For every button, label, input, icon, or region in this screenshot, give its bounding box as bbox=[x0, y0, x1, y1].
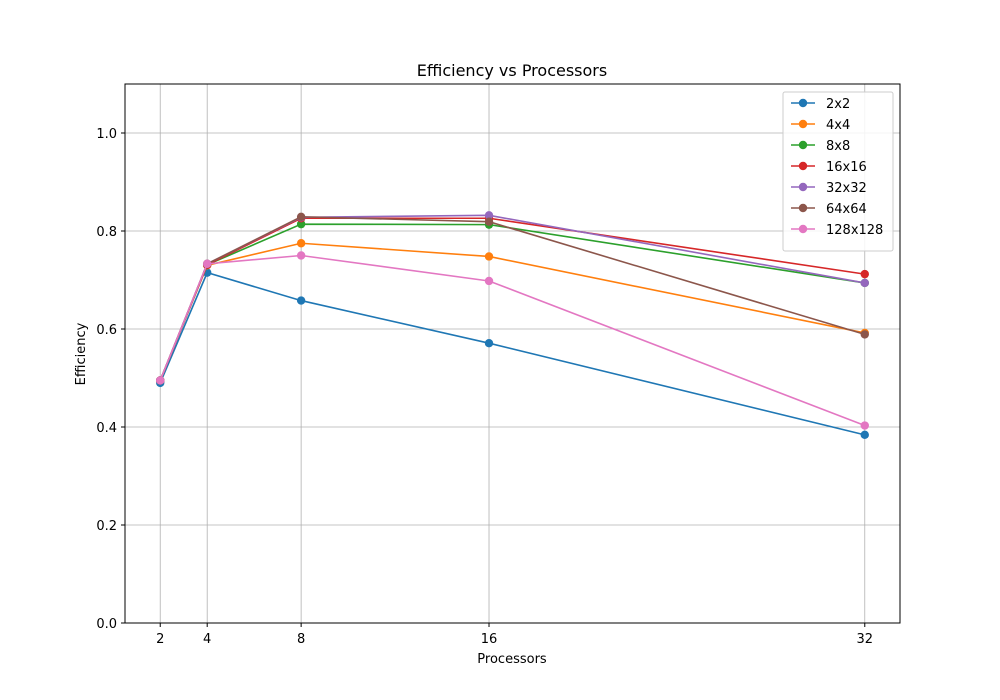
series-128x128 bbox=[156, 251, 869, 430]
series-line bbox=[159, 254, 866, 427]
data-point bbox=[296, 251, 306, 260]
data-point bbox=[484, 217, 494, 226]
data-point bbox=[484, 339, 494, 348]
x-tick-label: 4 bbox=[203, 632, 211, 647]
series-2x2 bbox=[156, 268, 869, 440]
data-point bbox=[296, 212, 306, 221]
y-tick-label: 0.4 bbox=[96, 421, 117, 436]
legend-marker bbox=[798, 98, 808, 108]
y-tick-label: 0.8 bbox=[96, 225, 117, 240]
series-line bbox=[159, 271, 865, 436]
data-point bbox=[202, 259, 212, 269]
legend-marker bbox=[798, 119, 808, 129]
data-point bbox=[296, 219, 306, 229]
legend-label: 4x4 bbox=[826, 118, 850, 133]
plot-frame bbox=[124, 83, 901, 624]
legend-item: 128x128 bbox=[791, 223, 883, 238]
legend-marker bbox=[798, 182, 808, 192]
legend-marker bbox=[798, 140, 808, 150]
legend-box bbox=[782, 91, 894, 252]
legend-label: 64x64 bbox=[826, 202, 867, 217]
axis-ticks: 2 4 8 16 32 0.0 0.2 0.4 0.6 0.8 1.0 bbox=[96, 127, 873, 647]
data-point bbox=[484, 276, 494, 286]
x-tick-label: 8 bbox=[297, 632, 305, 647]
data-point bbox=[484, 211, 494, 220]
x-tick-label: 16 bbox=[481, 632, 498, 647]
data-point bbox=[484, 252, 494, 261]
legend: 2x2 4x4 8x8 16x16 32x32 64x64 128x128 bbox=[782, 91, 894, 252]
data-point bbox=[860, 269, 869, 279]
legend-marker bbox=[798, 161, 808, 171]
data-point bbox=[296, 239, 306, 248]
y-tick-label: 1.0 bbox=[96, 127, 117, 142]
legend-label: 16x16 bbox=[826, 160, 867, 175]
legend-label: 2x2 bbox=[826, 97, 850, 112]
legend-label: 128x128 bbox=[826, 223, 883, 238]
y-axis-label: Efficiency bbox=[74, 322, 89, 385]
data-point bbox=[860, 330, 869, 339]
series-line bbox=[159, 215, 866, 381]
series-layer bbox=[156, 211, 869, 440]
data-point bbox=[860, 430, 869, 440]
series-16x16 bbox=[156, 214, 869, 385]
legend-label: 32x32 bbox=[826, 181, 867, 196]
chart-title: Efficiency vs Processors bbox=[417, 61, 607, 80]
legend-marker bbox=[798, 203, 808, 213]
x-tick-label: 32 bbox=[856, 632, 873, 647]
legend-item: 2x2 bbox=[791, 97, 850, 112]
legend-label: 8x8 bbox=[826, 139, 850, 154]
y-tick-label: 0.0 bbox=[96, 617, 117, 632]
legend-item: 16x16 bbox=[791, 160, 867, 175]
x-axis-label: Processors bbox=[477, 652, 547, 667]
data-point bbox=[860, 421, 869, 430]
legend-item: 32x32 bbox=[791, 181, 867, 196]
legend-item: 4x4 bbox=[791, 118, 850, 133]
series-8x8 bbox=[156, 219, 869, 385]
y-tick-label: 0.2 bbox=[96, 519, 117, 534]
series-64x64 bbox=[156, 212, 869, 385]
data-point bbox=[296, 296, 306, 305]
data-point bbox=[156, 376, 165, 385]
legend-item: 64x64 bbox=[791, 202, 867, 217]
series-4x4 bbox=[156, 239, 869, 385]
x-tick-label: 2 bbox=[156, 632, 164, 647]
series-line bbox=[159, 217, 865, 381]
legend-item: 8x8 bbox=[791, 139, 850, 154]
data-point bbox=[860, 278, 869, 288]
y-tick-label: 0.6 bbox=[96, 323, 117, 338]
legend-marker bbox=[798, 224, 808, 234]
